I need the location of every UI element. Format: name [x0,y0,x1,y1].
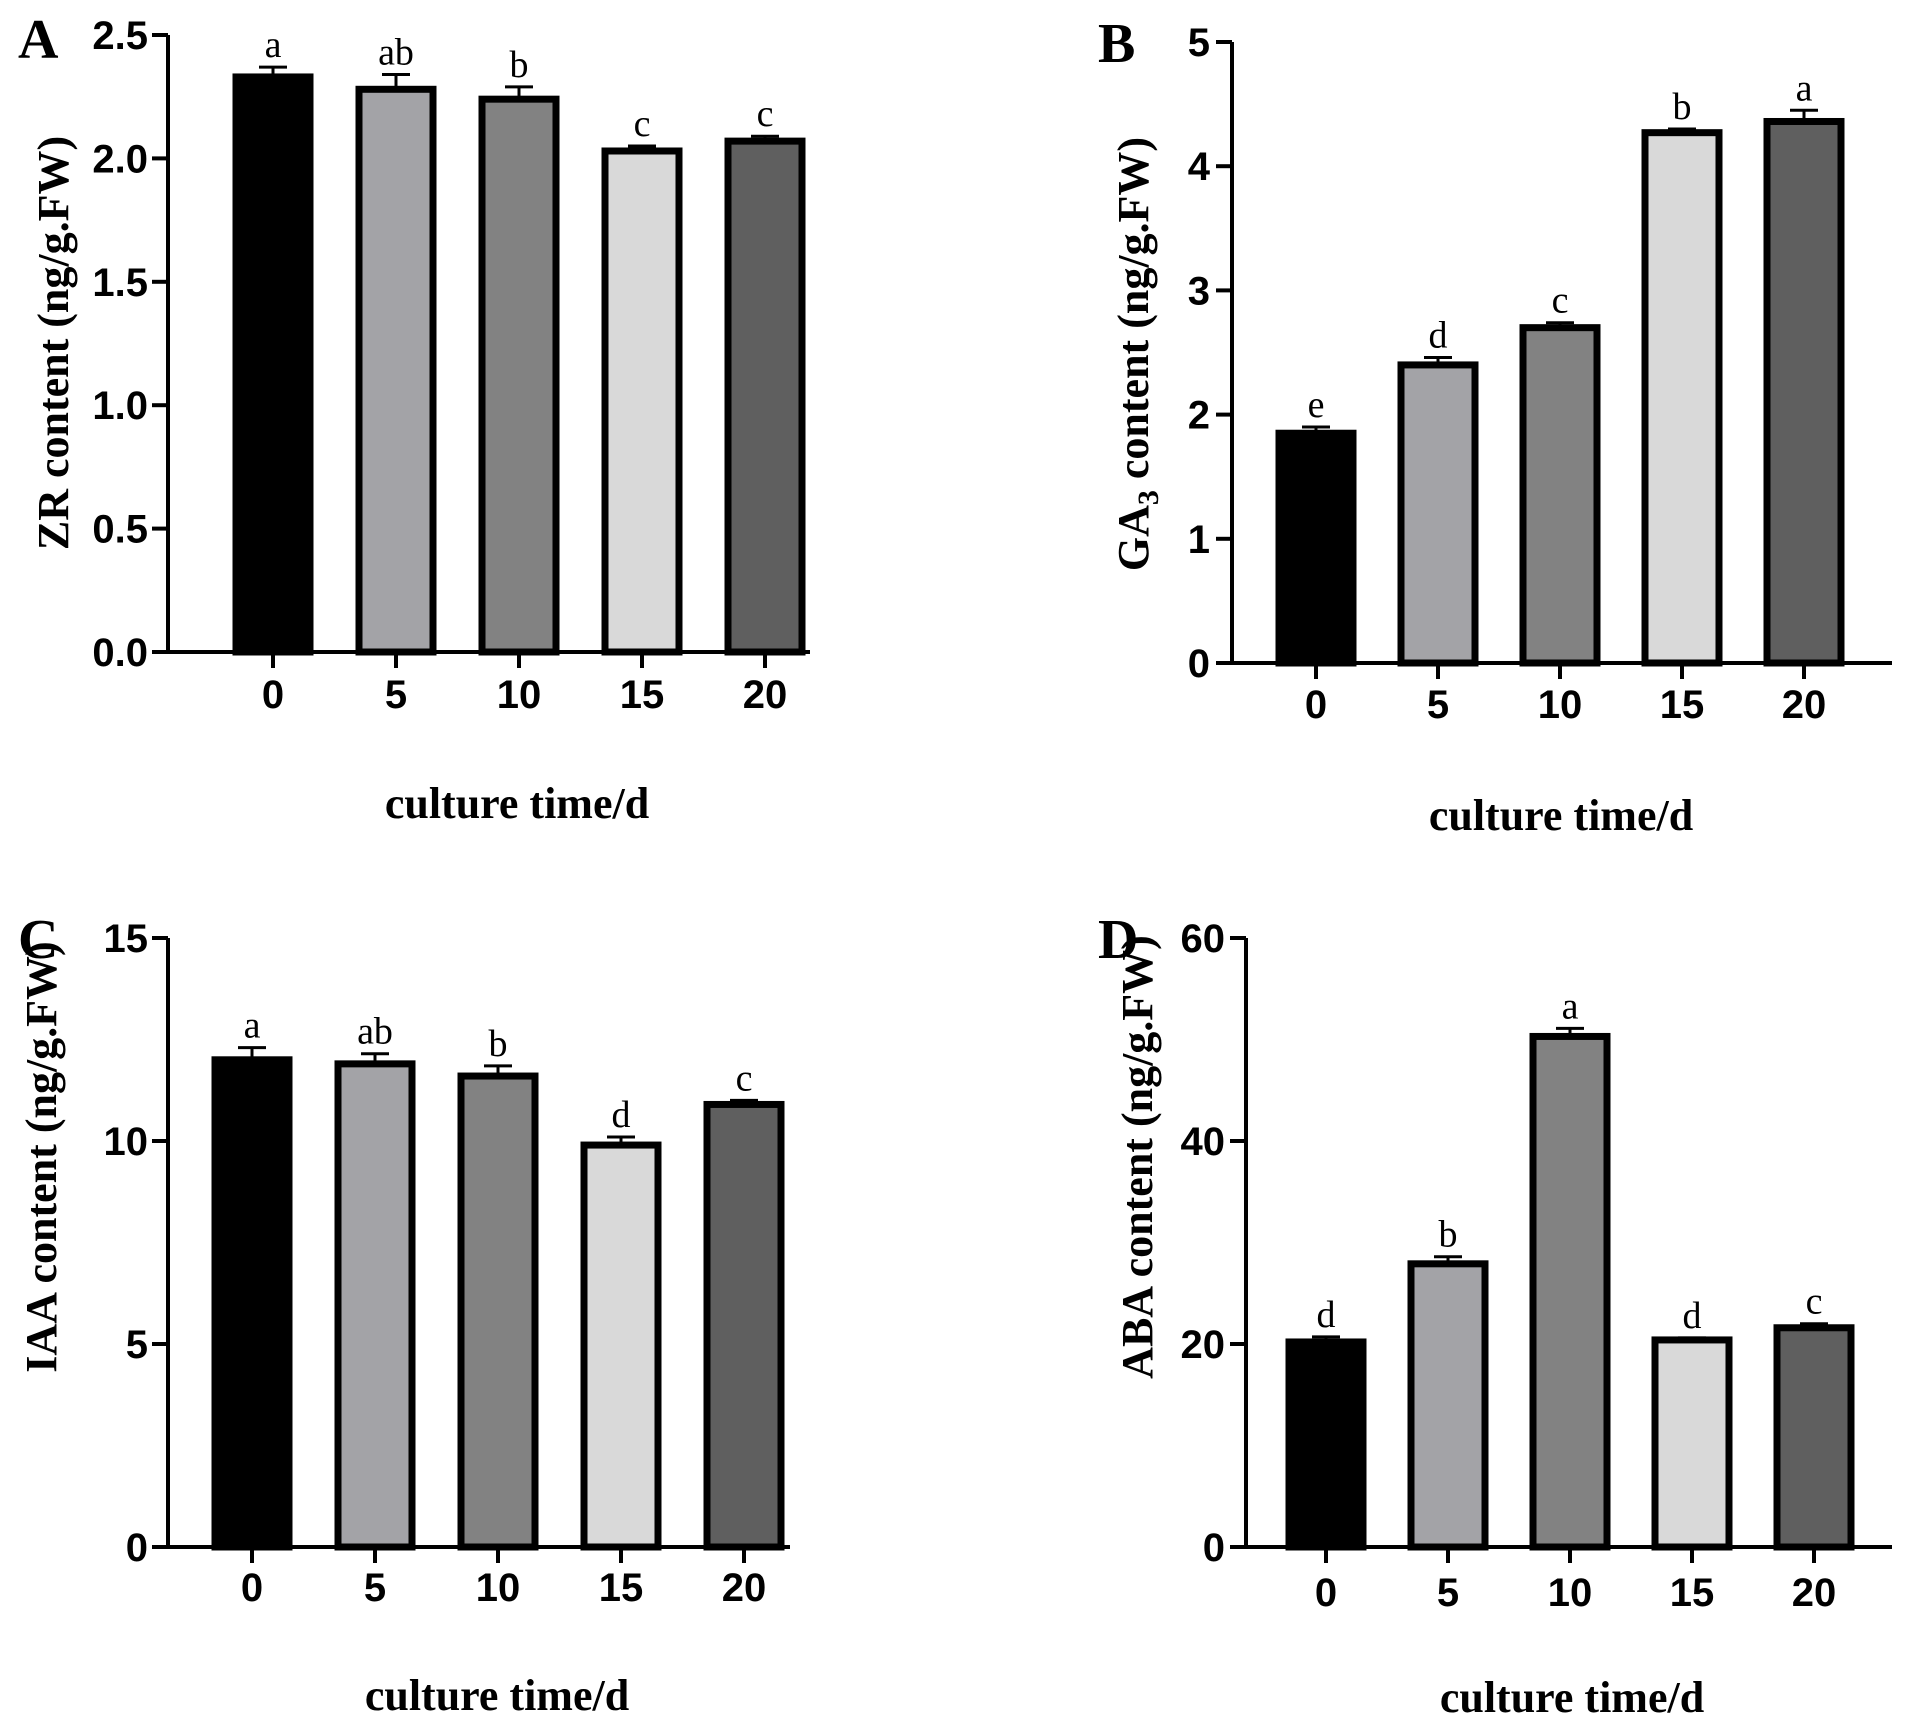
x-tick-label: 15 [599,1566,644,1610]
y-tick-label: 1.5 [92,261,148,305]
bar [1651,1336,1733,1551]
bar [478,95,560,656]
y-tick-label: 5 [1188,21,1210,65]
x-tick-label: 10 [1538,683,1583,727]
chart-panel-b: B GA3 content (ng/g.FW) culture time/d e… [1098,13,1892,840]
bar [211,1056,293,1551]
significance-label: a [1796,67,1813,109]
x-tick-label: 0 [1305,683,1327,727]
bar [1641,129,1723,667]
panel-letter: C [18,909,58,971]
x-tick-label: 10 [1548,1571,1593,1615]
significance-label: d [1429,314,1448,356]
x-tick-label: 15 [1660,683,1705,727]
x-tick-label: 15 [620,673,665,717]
significance-label: c [736,1057,753,1099]
significance-label: c [757,93,774,135]
significance-label: c [1806,1281,1823,1323]
chart-panel-a: A ZR content (ng/g.FW) culture time/d a 0… [18,9,810,828]
chart-panel-c: C IAA content (ng/g.FW) culture time/d a… [17,909,790,1720]
bar [601,147,683,656]
x-tick-label: 0 [241,1566,263,1610]
y-axis-title: ZR content (ng/g.FW) [29,136,78,550]
bar [1285,1338,1367,1551]
y-tick-label: 0 [126,1526,148,1570]
x-tick-label: 20 [722,1566,767,1610]
y-tick-label: 1.0 [92,384,148,428]
y-tick-label: 2.5 [92,14,148,58]
bar [1407,1260,1489,1551]
significance-label: d [1317,1294,1336,1336]
significance-label: b [1673,86,1692,128]
x-axis-title: culture time/d [385,779,649,828]
x-tick-label: 0 [262,673,284,717]
significance-label: d [612,1094,631,1136]
panel-letter: D [1098,909,1138,971]
significance-label: d [1683,1295,1702,1337]
x-tick-label: 5 [364,1566,386,1610]
y-tick-label: 4 [1188,145,1211,189]
y-tick-label: 3 [1188,269,1210,313]
x-tick-label: 20 [743,673,788,717]
y-tick-label: 2.0 [92,137,148,181]
significance-label: a [1562,985,1579,1027]
y-tick-label: 40 [1181,1120,1226,1164]
bar [1529,1032,1611,1551]
bar [580,1141,662,1551]
bar [703,1100,785,1551]
significance-label: c [634,103,651,145]
y-axis-title: IAA content (ng/g.FW) [17,941,66,1372]
x-tick-label: 20 [1782,683,1827,727]
bar [334,1060,416,1551]
x-tick-label: 5 [1427,683,1449,727]
significance-label: a [244,1005,261,1047]
y-tick-label: 1 [1188,518,1210,562]
significance-label: a [265,24,282,66]
significance-label: e [1308,384,1325,426]
x-axis-title: culture time/d [365,1671,629,1720]
y-tick-label: 10 [104,1120,149,1164]
significance-label: ab [357,1011,393,1053]
significance-label: ab [378,31,414,73]
bar [457,1072,539,1551]
panel-letter: B [1098,13,1135,75]
bar [1397,361,1479,667]
y-axis-title: GA3 content (ng/g.FW) [1109,137,1165,571]
significance-label: b [489,1023,508,1065]
x-tick-label: 10 [497,673,542,717]
y-tick-label: 60 [1181,917,1226,961]
y-tick-label: 20 [1181,1323,1226,1367]
y-tick-label: 15 [104,917,149,961]
significance-label: c [1552,280,1569,322]
panel-letter: A [18,9,59,71]
x-tick-label: 5 [1437,1571,1459,1615]
x-axis-title: culture time/d [1429,791,1693,840]
bar [1275,429,1357,667]
chart-panel-d: D ABA content (ng/g.FW) culture time/d d… [1098,909,1892,1722]
x-tick-label: 20 [1792,1571,1837,1615]
significance-label: b [510,44,529,86]
bar [355,85,437,656]
bar [232,73,314,656]
bar [1519,324,1601,667]
bar [1773,1324,1855,1551]
bar [1763,117,1845,667]
y-tick-label: 0.5 [92,508,148,552]
x-tick-label: 10 [476,1566,521,1610]
y-axis-title: ABA content (ng/g.FW) [1113,935,1162,1379]
bar [724,137,806,656]
significance-label: b [1439,1214,1458,1256]
x-axis-title: culture time/d [1440,1673,1704,1722]
x-tick-label: 5 [385,673,407,717]
y-tick-label: 2 [1188,394,1210,438]
y-tick-label: 0.0 [92,631,148,675]
y-tick-label: 0 [1203,1526,1225,1570]
y-tick-label: 5 [126,1323,148,1367]
x-tick-label: 0 [1315,1571,1337,1615]
x-tick-label: 15 [1670,1571,1715,1615]
y-tick-label: 0 [1188,642,1210,686]
